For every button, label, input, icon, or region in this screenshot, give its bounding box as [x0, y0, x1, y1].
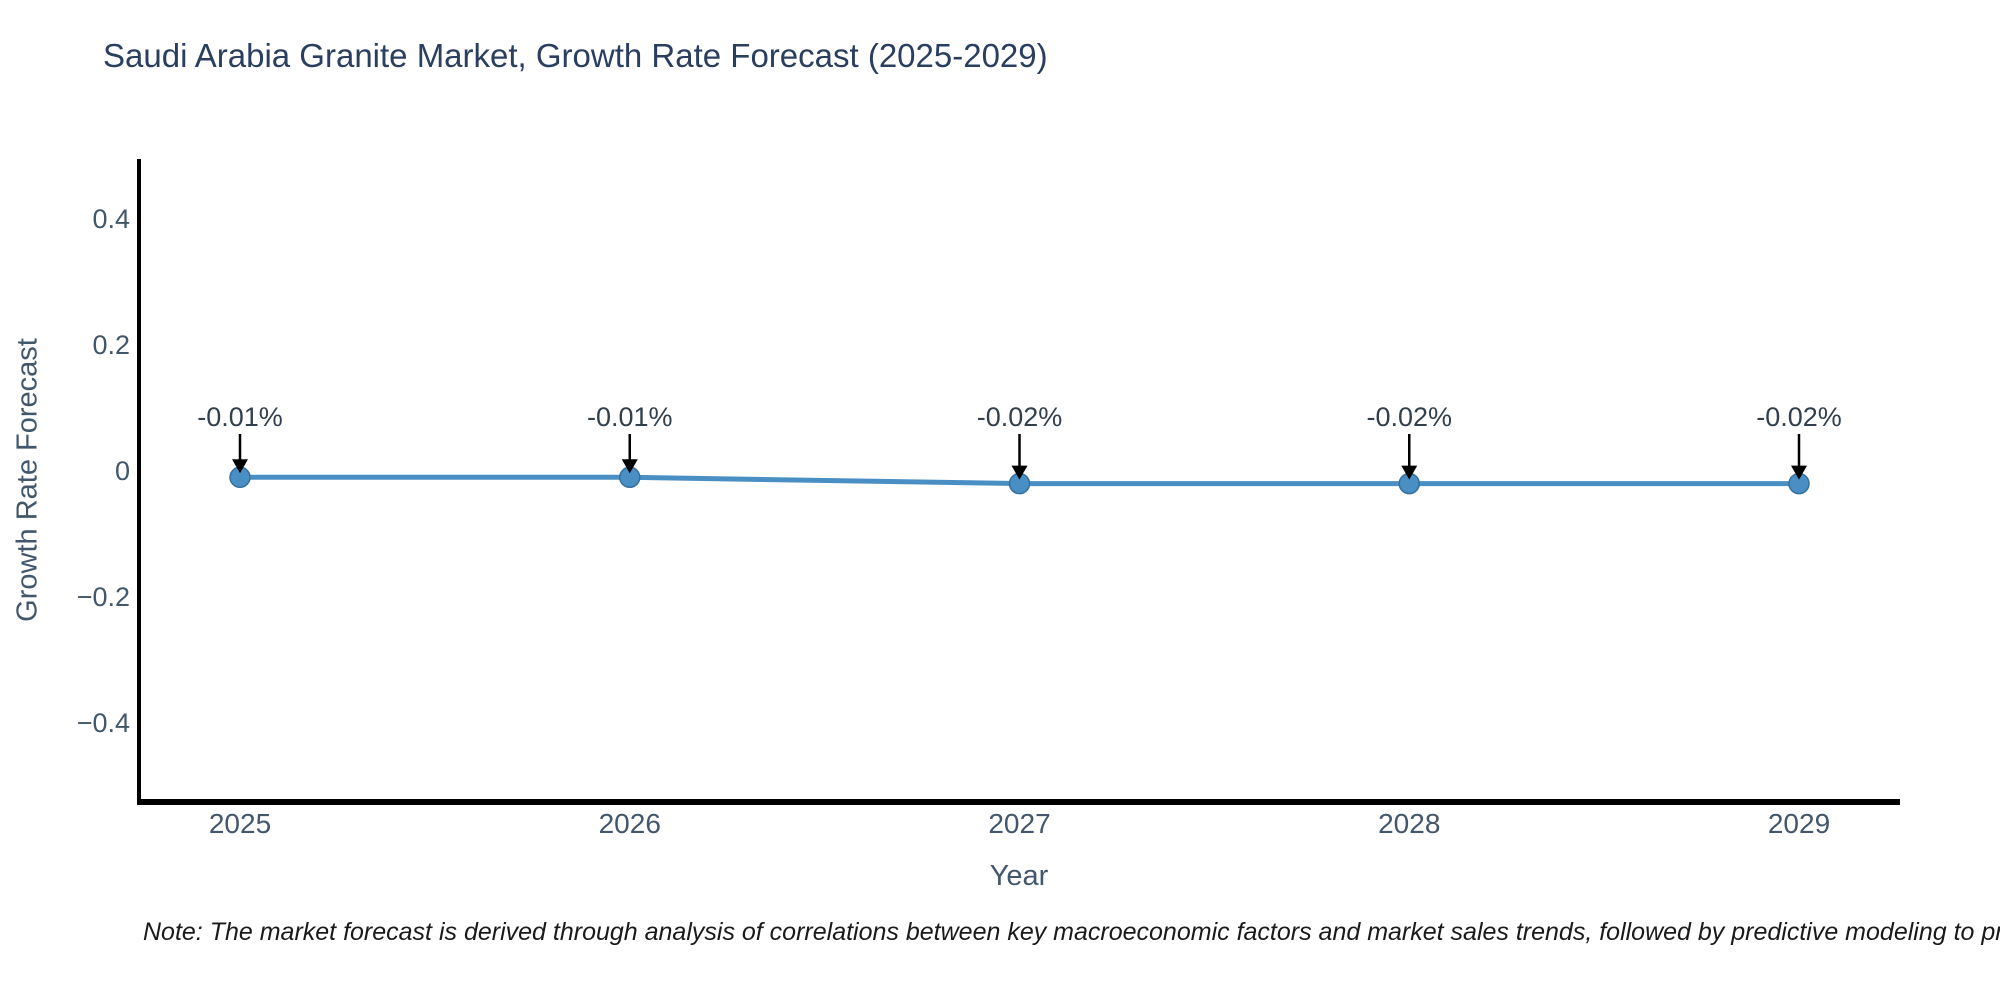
y-tick-label: 0.4: [92, 204, 130, 234]
point-label: -0.02%: [1366, 402, 1453, 432]
annotation-arrow-head: [232, 459, 248, 474]
y-tick-label: −0.2: [76, 582, 130, 612]
annotation-arrow-head: [621, 459, 638, 474]
point-label: -0.02%: [976, 402, 1063, 432]
x-tick-label: 2028: [1378, 808, 1441, 839]
x-tick-label: 2029: [1767, 808, 1831, 839]
x-axis-title: Year: [989, 860, 1049, 892]
annotation-arrow-head: [1011, 465, 1028, 480]
y-tick-label: −0.4: [76, 708, 130, 738]
x-tick-label: 2027: [988, 808, 1051, 839]
annotation-arrow-head: [1791, 465, 1807, 480]
y-tick-label: 0.2: [92, 330, 130, 360]
point-label: -0.01%: [586, 402, 673, 432]
point-label: -0.02%: [1756, 402, 1842, 432]
chart-title: Saudi Arabia Granite Market, Growth Rate…: [103, 37, 1048, 74]
annotation-arrow-head: [1401, 465, 1418, 480]
footnote: Note: The market forecast is derived thr…: [143, 918, 2000, 946]
x-tick-label: 2025: [208, 808, 272, 839]
x-tick-label: 2026: [598, 808, 661, 839]
point-label: -0.01%: [197, 402, 283, 432]
y-axis-line: [137, 159, 141, 805]
x-axis-line: [137, 799, 1900, 805]
y-tick-label: 0: [114, 456, 130, 486]
